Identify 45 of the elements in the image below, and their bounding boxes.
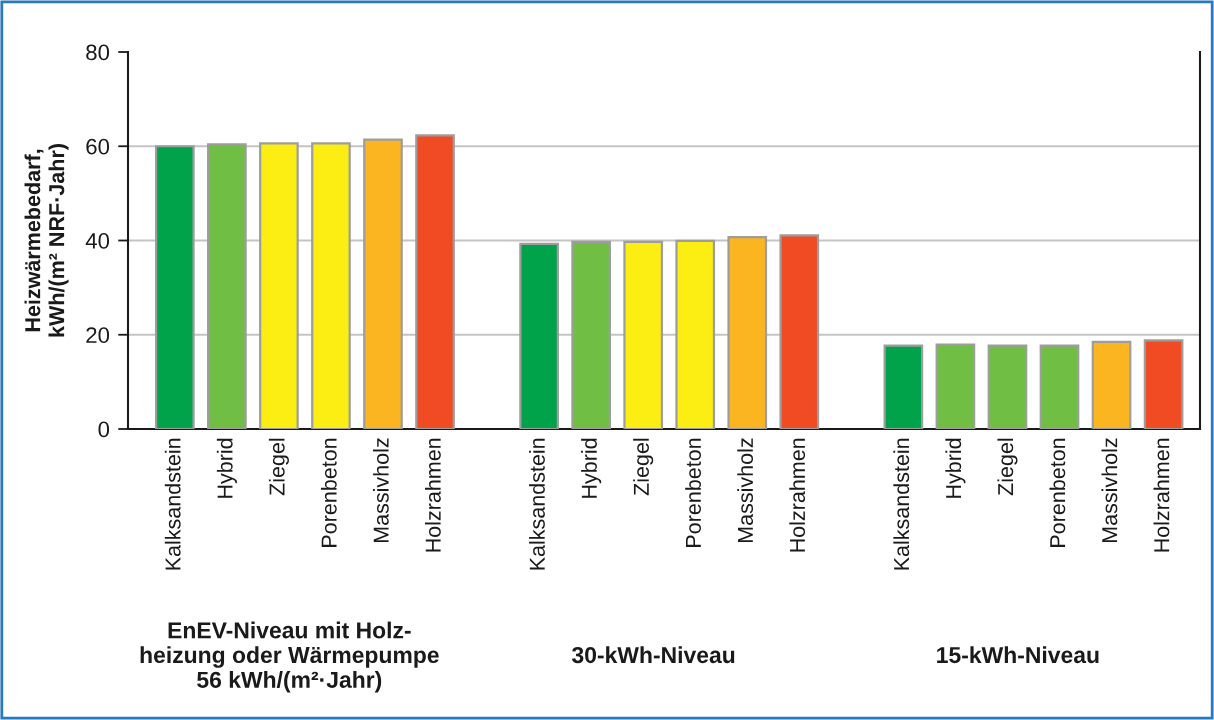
bar bbox=[207, 143, 247, 429]
x-tick-label: Porenbeton bbox=[685, 438, 701, 547]
text: EnEV-Niveau mit Holz- heizung oder Wärmepumpe 56 kWh/(m²·Jahr) bbox=[140, 621, 439, 693]
x-tick-label: Ziegel bbox=[268, 438, 289, 496]
x-tick-label: Porenbeton bbox=[320, 438, 337, 547]
x-tick-label: Kalksandstein bbox=[893, 438, 910, 570]
x-tick-label: Holzrahmen bbox=[1153, 438, 1170, 552]
bar bbox=[519, 242, 559, 429]
text: 30-kWh-Niveau bbox=[571, 646, 735, 664]
x-tick-label: Hybrid bbox=[216, 438, 237, 498]
x-tick-label: Holzrahmen bbox=[425, 438, 441, 552]
bar bbox=[935, 343, 976, 429]
y-tick-label: 40 bbox=[85, 233, 110, 249]
bar bbox=[727, 236, 768, 429]
y-tick-label: 0 bbox=[98, 421, 110, 438]
x-tick-label: Ziegel bbox=[633, 438, 654, 496]
y-axis-title: Heizwärmebedarf, kWh/(m² NRF·Jahr) bbox=[24, 144, 69, 337]
text: 15-kWh-Niveau bbox=[937, 646, 1099, 664]
x-tick-label: Ziegel bbox=[997, 438, 1018, 496]
bar bbox=[311, 142, 351, 429]
bar bbox=[779, 234, 820, 429]
x-tick-label: Hybrid bbox=[945, 438, 966, 498]
bar bbox=[571, 240, 611, 429]
bar bbox=[415, 134, 455, 429]
bar bbox=[987, 344, 1028, 429]
x-tick-label: Massivholz bbox=[372, 438, 389, 543]
bar bbox=[675, 239, 716, 429]
x-tick-label: Holzrahmen bbox=[789, 438, 806, 552]
bar bbox=[1091, 340, 1132, 429]
bar bbox=[1039, 344, 1080, 429]
bar bbox=[259, 142, 299, 429]
y-tick-label: 80 bbox=[86, 44, 110, 61]
x-tick-label: Porenbeton bbox=[1049, 438, 1066, 547]
x-tick-label: Hybrid bbox=[581, 438, 602, 498]
x-tick-label: Massivholz bbox=[737, 438, 754, 543]
bar bbox=[623, 240, 664, 429]
x-tick-label: Kalksandstein bbox=[164, 438, 181, 570]
bar bbox=[154, 145, 195, 429]
bar bbox=[883, 344, 924, 429]
bar bbox=[1143, 339, 1184, 429]
x-tick-label: Kalksandstein bbox=[529, 438, 545, 570]
x-tick-label: Massivholz bbox=[1101, 438, 1118, 543]
y-tick-label: 20 bbox=[86, 327, 110, 344]
bar bbox=[363, 138, 403, 429]
y-tick-label: 60 bbox=[86, 138, 110, 155]
